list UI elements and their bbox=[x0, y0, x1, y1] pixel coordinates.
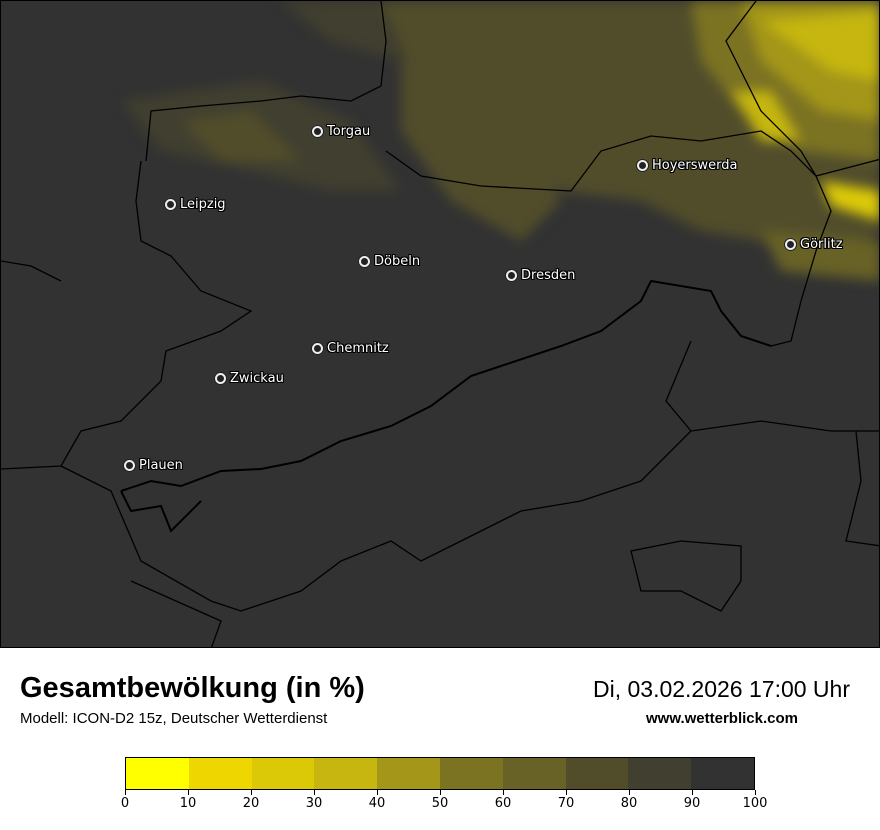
map-title: Gesamtbewölkung (in %) bbox=[20, 672, 365, 704]
legend-tick bbox=[692, 790, 693, 795]
city-dot-icon bbox=[312, 126, 323, 137]
city-marker-dresden: Dresden bbox=[506, 268, 575, 283]
legend-tick bbox=[503, 790, 504, 795]
legend-tick-label: 30 bbox=[305, 796, 323, 811]
city-dot-icon bbox=[785, 239, 796, 250]
city-dot-icon bbox=[312, 343, 323, 354]
legend-swatch bbox=[502, 758, 566, 789]
legend-swatch bbox=[188, 758, 252, 789]
city-dot-icon bbox=[359, 256, 370, 267]
forecast-datetime: Di, 03.02.2026 17:00 Uhr bbox=[592, 676, 850, 702]
legend-tick bbox=[629, 790, 630, 795]
city-dot-icon bbox=[124, 460, 135, 471]
legend-swatch bbox=[691, 758, 754, 789]
legend-tick-label: 70 bbox=[557, 796, 575, 811]
legend-tick bbox=[314, 790, 315, 795]
legend-swatch bbox=[439, 758, 503, 789]
city-label: Hoyerswerda bbox=[652, 158, 738, 173]
city-label: Plauen bbox=[139, 458, 183, 473]
city-label: Torgau bbox=[327, 124, 371, 139]
website-link[interactable]: www.wetterblick.com bbox=[646, 710, 798, 727]
legend-tick-label: 0 bbox=[120, 796, 130, 811]
legend-tick-label: 80 bbox=[620, 796, 638, 811]
city-marker-leipzig: Leipzig bbox=[165, 197, 226, 212]
legend-swatch bbox=[628, 758, 692, 789]
city-dot-icon bbox=[637, 160, 648, 171]
map-layer bbox=[1, 1, 879, 647]
legend-tick-label: 60 bbox=[494, 796, 512, 811]
legend-swatch bbox=[126, 758, 189, 789]
legend-swatch bbox=[377, 758, 440, 789]
legend-swatch bbox=[565, 758, 629, 789]
cloud-cover-map: Torgau Hoyerswerda Leipzig Görlitz Döbel… bbox=[0, 0, 880, 648]
legend-tick-label: 40 bbox=[368, 796, 386, 811]
city-label: Leipzig bbox=[180, 197, 226, 212]
city-marker-torgau: Torgau bbox=[312, 124, 370, 139]
legend-tick-label: 10 bbox=[179, 796, 197, 811]
city-marker-chemnitz: Chemnitz bbox=[312, 341, 389, 356]
city-marker-zwickau: Zwickau bbox=[215, 371, 284, 386]
city-marker-hoyerswerda: Hoyerswerda bbox=[637, 158, 738, 173]
city-dot-icon bbox=[215, 373, 226, 384]
legend-ticks: 0 10 20 30 40 50 60 70 80 90 100 bbox=[121, 790, 767, 820]
city-dot-icon bbox=[506, 270, 517, 281]
legend-swatch bbox=[314, 758, 378, 789]
cloud-field bbox=[121, 1, 879, 281]
legend-tick-label: 50 bbox=[431, 796, 449, 811]
color-legend bbox=[125, 757, 755, 790]
city-label: Görlitz bbox=[800, 237, 843, 252]
city-marker-goerlitz: Görlitz bbox=[785, 237, 843, 252]
legend-tick-label: 90 bbox=[683, 796, 701, 811]
legend-tick-label: 100 bbox=[742, 796, 768, 811]
city-marker-doebeln: Döbeln bbox=[359, 254, 420, 269]
city-label: Chemnitz bbox=[327, 341, 389, 356]
legend-tick bbox=[755, 790, 756, 795]
legend-tick bbox=[566, 790, 567, 795]
city-dot-icon bbox=[165, 199, 176, 210]
legend-tick bbox=[125, 790, 126, 795]
legend-tick bbox=[440, 790, 441, 795]
borders bbox=[1, 1, 879, 647]
legend-tick bbox=[251, 790, 252, 795]
city-label: Dresden bbox=[521, 268, 576, 283]
legend-tick-label: 20 bbox=[242, 796, 260, 811]
model-info: Modell: ICON-D2 15z, Deutscher Wetterdie… bbox=[20, 710, 328, 727]
legend-tick bbox=[188, 790, 189, 795]
city-label: Zwickau bbox=[230, 371, 284, 386]
city-label: Döbeln bbox=[374, 254, 421, 269]
legend-swatch bbox=[251, 758, 315, 789]
legend-tick bbox=[377, 790, 378, 795]
city-marker-plauen: Plauen bbox=[124, 458, 183, 473]
